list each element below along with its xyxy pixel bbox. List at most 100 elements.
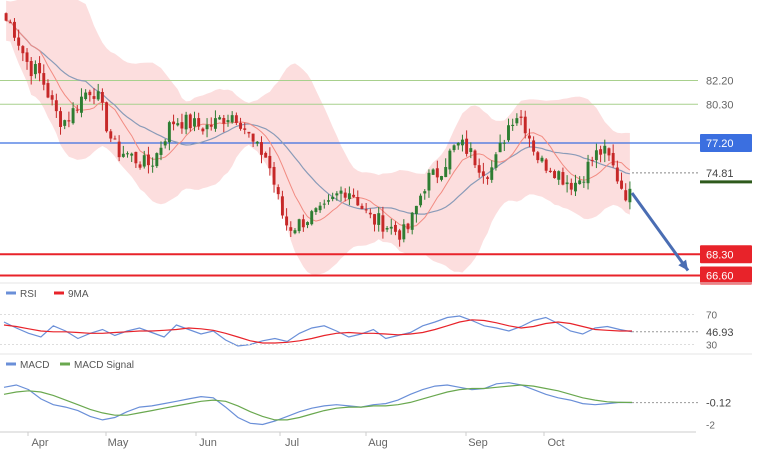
macd-legend-label-1: MACD Signal xyxy=(74,360,134,371)
candle-body-11 xyxy=(50,95,54,100)
candle-body-20 xyxy=(88,91,92,96)
macd-current-label: -0.12 xyxy=(706,398,731,410)
level-label-2: 77.20 xyxy=(706,138,734,150)
candle-body-96 xyxy=(406,223,410,230)
candle-body-146 xyxy=(615,167,619,182)
candle-body-137 xyxy=(578,180,582,185)
candle-body-15 xyxy=(67,120,71,122)
rsi-panel: RSI 9MA 70 30 46.93 xyxy=(0,282,752,352)
candle-body-49 xyxy=(209,124,213,127)
candle-body-112 xyxy=(473,150,477,166)
candle-body-118 xyxy=(498,142,502,153)
candle-body-122 xyxy=(515,118,519,124)
candle-body-45 xyxy=(193,118,196,127)
candle-body-66 xyxy=(280,196,284,216)
candle-body-24 xyxy=(105,102,109,132)
candle-body-7 xyxy=(33,64,37,75)
candle-body-92 xyxy=(389,226,393,229)
candle-body-8 xyxy=(38,63,42,74)
candle-body-70 xyxy=(297,219,301,232)
candle-body-128 xyxy=(540,157,544,162)
candle-body-107 xyxy=(452,145,456,151)
candle-body-48 xyxy=(205,124,209,130)
candle-body-91 xyxy=(385,228,389,230)
price-band-layer xyxy=(6,0,630,275)
candlestick-series xyxy=(4,12,632,247)
forecast-arrow-shaft xyxy=(630,192,690,272)
candle-body-87 xyxy=(368,212,372,215)
candle-body-33 xyxy=(142,155,146,167)
candle-body-26 xyxy=(113,138,117,140)
forecast-arrow-head xyxy=(678,259,688,271)
candle-body-74 xyxy=(314,208,318,213)
candle-body-43 xyxy=(184,114,188,130)
candle-body-23 xyxy=(100,91,104,103)
candle-body-18 xyxy=(79,96,83,113)
candle-body-37 xyxy=(159,147,163,155)
candle-body-30 xyxy=(130,153,134,156)
candle-body-108 xyxy=(456,142,460,146)
candle-body-35 xyxy=(151,165,155,167)
candle-body-89 xyxy=(377,213,381,225)
candle-body-56 xyxy=(239,122,243,129)
x-tick-label-4: Aug xyxy=(368,437,388,449)
level-label-0: 82.20 xyxy=(706,76,734,88)
candle-body-58 xyxy=(247,131,251,134)
candle-body-78 xyxy=(331,196,335,200)
level-box-5 xyxy=(700,266,752,285)
candle-body-40 xyxy=(172,121,176,125)
candle-body-148 xyxy=(624,190,628,201)
candle-body-94 xyxy=(398,230,402,240)
candle-body-110 xyxy=(465,138,469,154)
rsi-series-1 xyxy=(3,319,632,344)
candle-body-75 xyxy=(318,205,322,211)
candle-body-121 xyxy=(511,124,515,127)
candle-body-72 xyxy=(306,222,309,226)
rsi-tick-70: 70 xyxy=(706,311,718,322)
macd-series-0 xyxy=(3,382,633,426)
macd-legend-label-0: MACD xyxy=(20,360,49,371)
candle-body-95 xyxy=(402,224,406,240)
candle-body-144 xyxy=(607,148,611,156)
x-tick-label-6: Oct xyxy=(547,437,564,449)
candle-body-9 xyxy=(42,73,46,85)
candle-body-99 xyxy=(419,195,423,206)
candle-body-143 xyxy=(603,145,607,154)
candle-body-126 xyxy=(532,140,536,152)
candle-body-119 xyxy=(502,142,506,144)
candle-body-50 xyxy=(213,118,217,129)
candle-body-36 xyxy=(155,153,159,167)
candle-body-115 xyxy=(486,177,490,179)
price-moving-averages xyxy=(5,20,631,229)
ma-fast-line xyxy=(6,20,631,229)
macd-tick-neg2: -2 xyxy=(706,421,715,432)
level-label-3: 74.81 xyxy=(706,168,734,180)
macd-panel: MACD MACD Signal -0.12 -2 xyxy=(0,353,752,432)
candle-body-64 xyxy=(272,166,276,185)
candle-body-62 xyxy=(264,152,268,158)
candle-body-31 xyxy=(134,151,138,164)
candle-body-3 xyxy=(17,37,21,46)
candle-body-133 xyxy=(561,172,565,185)
candle-body-44 xyxy=(188,114,192,129)
candle-body-140 xyxy=(590,159,594,161)
candle-body-47 xyxy=(201,128,205,132)
candle-body-123 xyxy=(519,116,523,118)
candle-body-125 xyxy=(527,135,531,139)
candle-body-81 xyxy=(343,192,347,198)
rsi-series-0 xyxy=(3,315,633,347)
rsi-current-label: 46.93 xyxy=(706,327,734,339)
candle-body-102 xyxy=(431,169,435,175)
candle-body-76 xyxy=(322,203,326,205)
candle-body-51 xyxy=(218,117,222,120)
x-tick-label-2: Jun xyxy=(199,437,217,449)
candle-body-135 xyxy=(569,182,573,190)
candle-body-98 xyxy=(414,205,418,215)
candle-body-60 xyxy=(255,141,259,144)
candle-body-1 xyxy=(8,22,12,24)
candle-body-116 xyxy=(490,167,494,180)
candle-body-28 xyxy=(121,153,125,157)
candle-body-46 xyxy=(197,118,201,127)
candle-body-77 xyxy=(327,200,330,202)
